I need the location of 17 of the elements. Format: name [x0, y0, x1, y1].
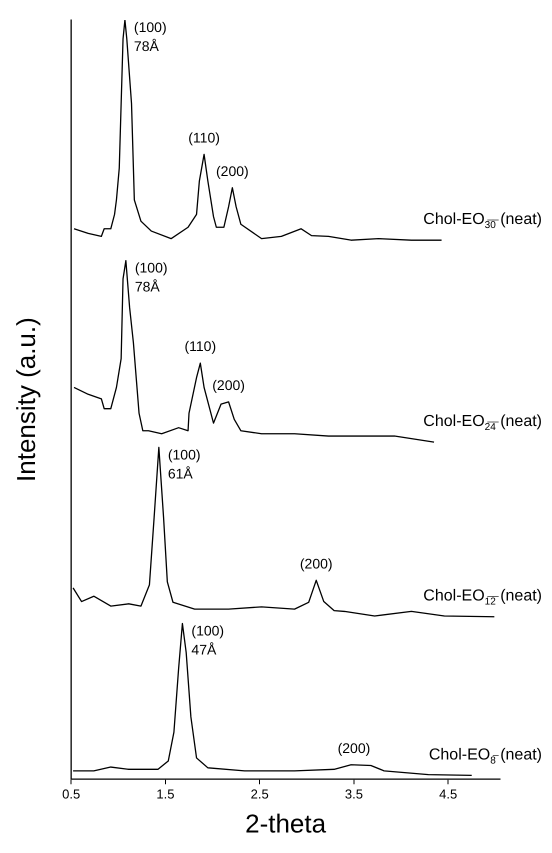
annotation: (110)	[184, 338, 216, 354]
x-tick-label: 0.5	[62, 786, 80, 802]
x-tick-label: 4.5	[439, 786, 458, 802]
annotation: (200)	[212, 376, 245, 393]
annotation: (110)	[188, 129, 220, 146]
x-axis-title: 2-theta	[245, 808, 327, 839]
annotation: (200)	[338, 740, 370, 756]
annotation: (200)	[300, 555, 333, 572]
x-tick-label: 3.5	[344, 786, 363, 802]
annotation: (100) 78Å	[134, 260, 168, 295]
annotation: (100) 78Å	[134, 19, 167, 54]
annotation: (100) 61Å	[168, 446, 201, 482]
annotation: (100) 47Å	[191, 622, 224, 658]
x-tick-label: 1.5	[156, 786, 174, 802]
y-axis-title: Intensity (a.u.)	[10, 317, 41, 482]
annotation: (200)	[216, 162, 249, 179]
x-tick-label: 2.5	[250, 786, 269, 802]
